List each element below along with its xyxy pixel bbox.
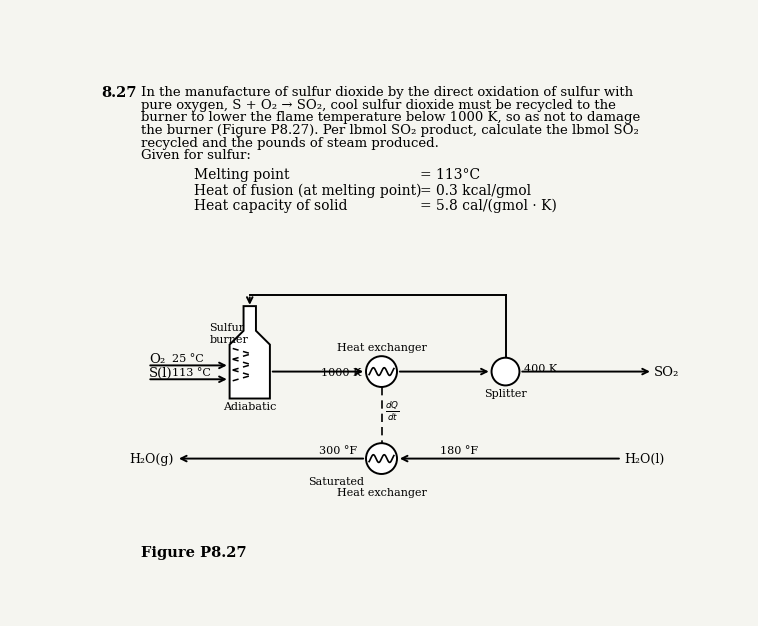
Text: H₂O(l): H₂O(l) — [624, 453, 664, 466]
Circle shape — [366, 443, 397, 474]
Text: 113 °C: 113 °C — [172, 367, 211, 377]
Text: Heat exchanger: Heat exchanger — [337, 488, 427, 498]
Text: H₂O(g): H₂O(g) — [130, 453, 174, 466]
Text: $\frac{dQ}{dt}$: $\frac{dQ}{dt}$ — [384, 399, 399, 423]
Text: Saturated: Saturated — [309, 477, 365, 487]
Circle shape — [491, 357, 519, 386]
Text: Heat of fusion (at melting point): Heat of fusion (at melting point) — [194, 183, 421, 198]
Text: O₂: O₂ — [149, 353, 165, 366]
Text: In the manufacture of sulfur dioxide by the direct oxidation of sulfur with: In the manufacture of sulfur dioxide by … — [141, 86, 634, 99]
Text: = 113°C: = 113°C — [420, 168, 481, 182]
Text: the burner (Figure P8.27). Per lbmol SO₂ product, calculate the lbmol SO₂: the burner (Figure P8.27). Per lbmol SO₂… — [141, 124, 639, 137]
Text: S(l): S(l) — [149, 367, 173, 380]
Circle shape — [366, 356, 397, 387]
Text: Heat exchanger: Heat exchanger — [337, 343, 427, 353]
Text: 180 °F: 180 °F — [440, 446, 478, 456]
Text: 25 °C: 25 °C — [172, 354, 204, 364]
Text: 400 K: 400 K — [524, 364, 557, 374]
Text: Heat capacity of solid: Heat capacity of solid — [194, 199, 347, 213]
Text: = 5.8 cal/(gmol · K): = 5.8 cal/(gmol · K) — [420, 199, 557, 213]
Text: Given for sulfur:: Given for sulfur: — [141, 150, 251, 162]
Polygon shape — [230, 306, 270, 399]
Text: 8.27: 8.27 — [101, 86, 136, 100]
Text: SO₂: SO₂ — [654, 366, 680, 379]
Text: Sulfur
burner: Sulfur burner — [209, 323, 249, 345]
Text: Splitter: Splitter — [484, 389, 527, 399]
Text: Melting point: Melting point — [194, 168, 290, 182]
Text: 300 °F: 300 °F — [318, 446, 357, 456]
Text: Figure P8.27: Figure P8.27 — [141, 546, 247, 560]
Text: burner to lower the flame temperature below 1000 K, so as not to damage: burner to lower the flame temperature be… — [141, 111, 641, 125]
Text: pure oxygen, S + O₂ → SO₂, cool sulfur dioxide must be recycled to the: pure oxygen, S + O₂ → SO₂, cool sulfur d… — [141, 99, 616, 111]
Text: Adiabatic: Adiabatic — [223, 402, 277, 412]
Text: recycled and the pounds of steam produced.: recycled and the pounds of steam produce… — [141, 136, 439, 150]
Text: 1000 K: 1000 K — [321, 368, 362, 378]
Text: = 0.3 kcal/gmol: = 0.3 kcal/gmol — [420, 183, 531, 198]
